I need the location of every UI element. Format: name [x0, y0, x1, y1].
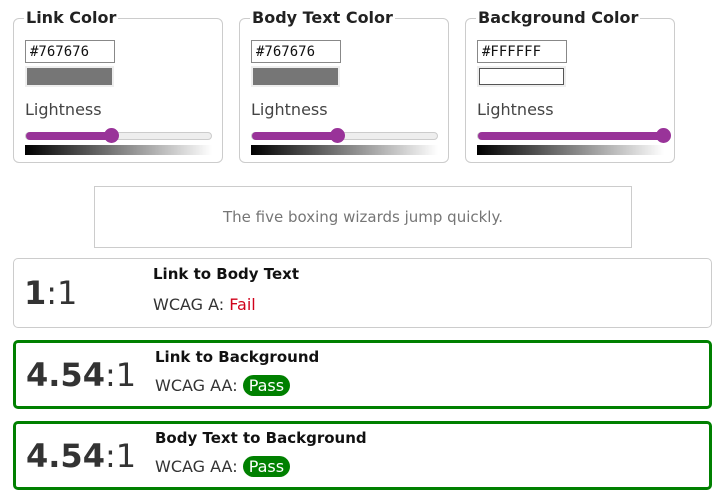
result-title: Body Text to Background: [155, 429, 367, 447]
wcag-level: WCAG AA: Pass: [155, 456, 291, 477]
sample-text: The five boxing wizards jump quickly.: [223, 208, 503, 226]
background-color-picker: Background Color Lightness: [465, 8, 675, 163]
link-color-hex-input[interactable]: [25, 40, 115, 63]
link-color-lightness-slider[interactable]: [25, 128, 212, 143]
sample-text-preview: The five boxing wizards jump quickly.: [94, 186, 632, 248]
body-text-color-lightness-slider[interactable]: [251, 128, 438, 143]
background-color-swatch: [477, 66, 566, 87]
link-color-swatch: [25, 66, 114, 87]
wcag-level: WCAG A: Fail: [153, 295, 256, 314]
picker-legend: Link Color: [24, 8, 119, 27]
body-text-color-swatch: [251, 66, 340, 87]
background-color-hex-input[interactable]: [477, 40, 567, 63]
lightness-label: Lightness: [25, 100, 102, 119]
link-color-picker: Link Color Lightness: [13, 8, 223, 163]
contrast-ratio: 4.54:1: [26, 436, 137, 475]
contrast-result: 4.54:1 Link to Background WCAG AA: Pass: [13, 340, 712, 409]
status-badge: Fail: [229, 295, 256, 314]
status-badge: Pass: [242, 456, 291, 477]
result-title: Link to Background: [155, 348, 320, 366]
body-text-color-hex-input[interactable]: [251, 40, 341, 63]
slider-thumb[interactable]: [330, 128, 346, 143]
status-badge: Pass: [242, 375, 291, 396]
contrast-result: 4.54:1 Body Text to Background WCAG AA: …: [13, 421, 712, 490]
contrast-ratio: 4.54:1: [26, 355, 137, 394]
lightness-label: Lightness: [477, 100, 554, 119]
background-color-lightness-slider[interactable]: [477, 128, 671, 143]
lightness-gradient: [251, 145, 438, 155]
body-text-color-picker: Body Text Color Lightness: [239, 8, 449, 163]
slider-thumb[interactable]: [656, 128, 671, 143]
contrast-ratio: 1:1: [24, 274, 78, 312]
result-title: Link to Body Text: [153, 265, 300, 283]
slider-thumb[interactable]: [104, 128, 120, 143]
lightness-gradient: [477, 145, 664, 155]
picker-legend: Background Color: [476, 8, 641, 27]
lightness-label: Lightness: [251, 100, 328, 119]
wcag-level: WCAG AA: Pass: [155, 375, 291, 396]
picker-legend: Body Text Color: [250, 8, 395, 27]
lightness-gradient: [25, 145, 212, 155]
contrast-result: 1:1 Link to Body Text WCAG A: Fail: [13, 258, 712, 328]
